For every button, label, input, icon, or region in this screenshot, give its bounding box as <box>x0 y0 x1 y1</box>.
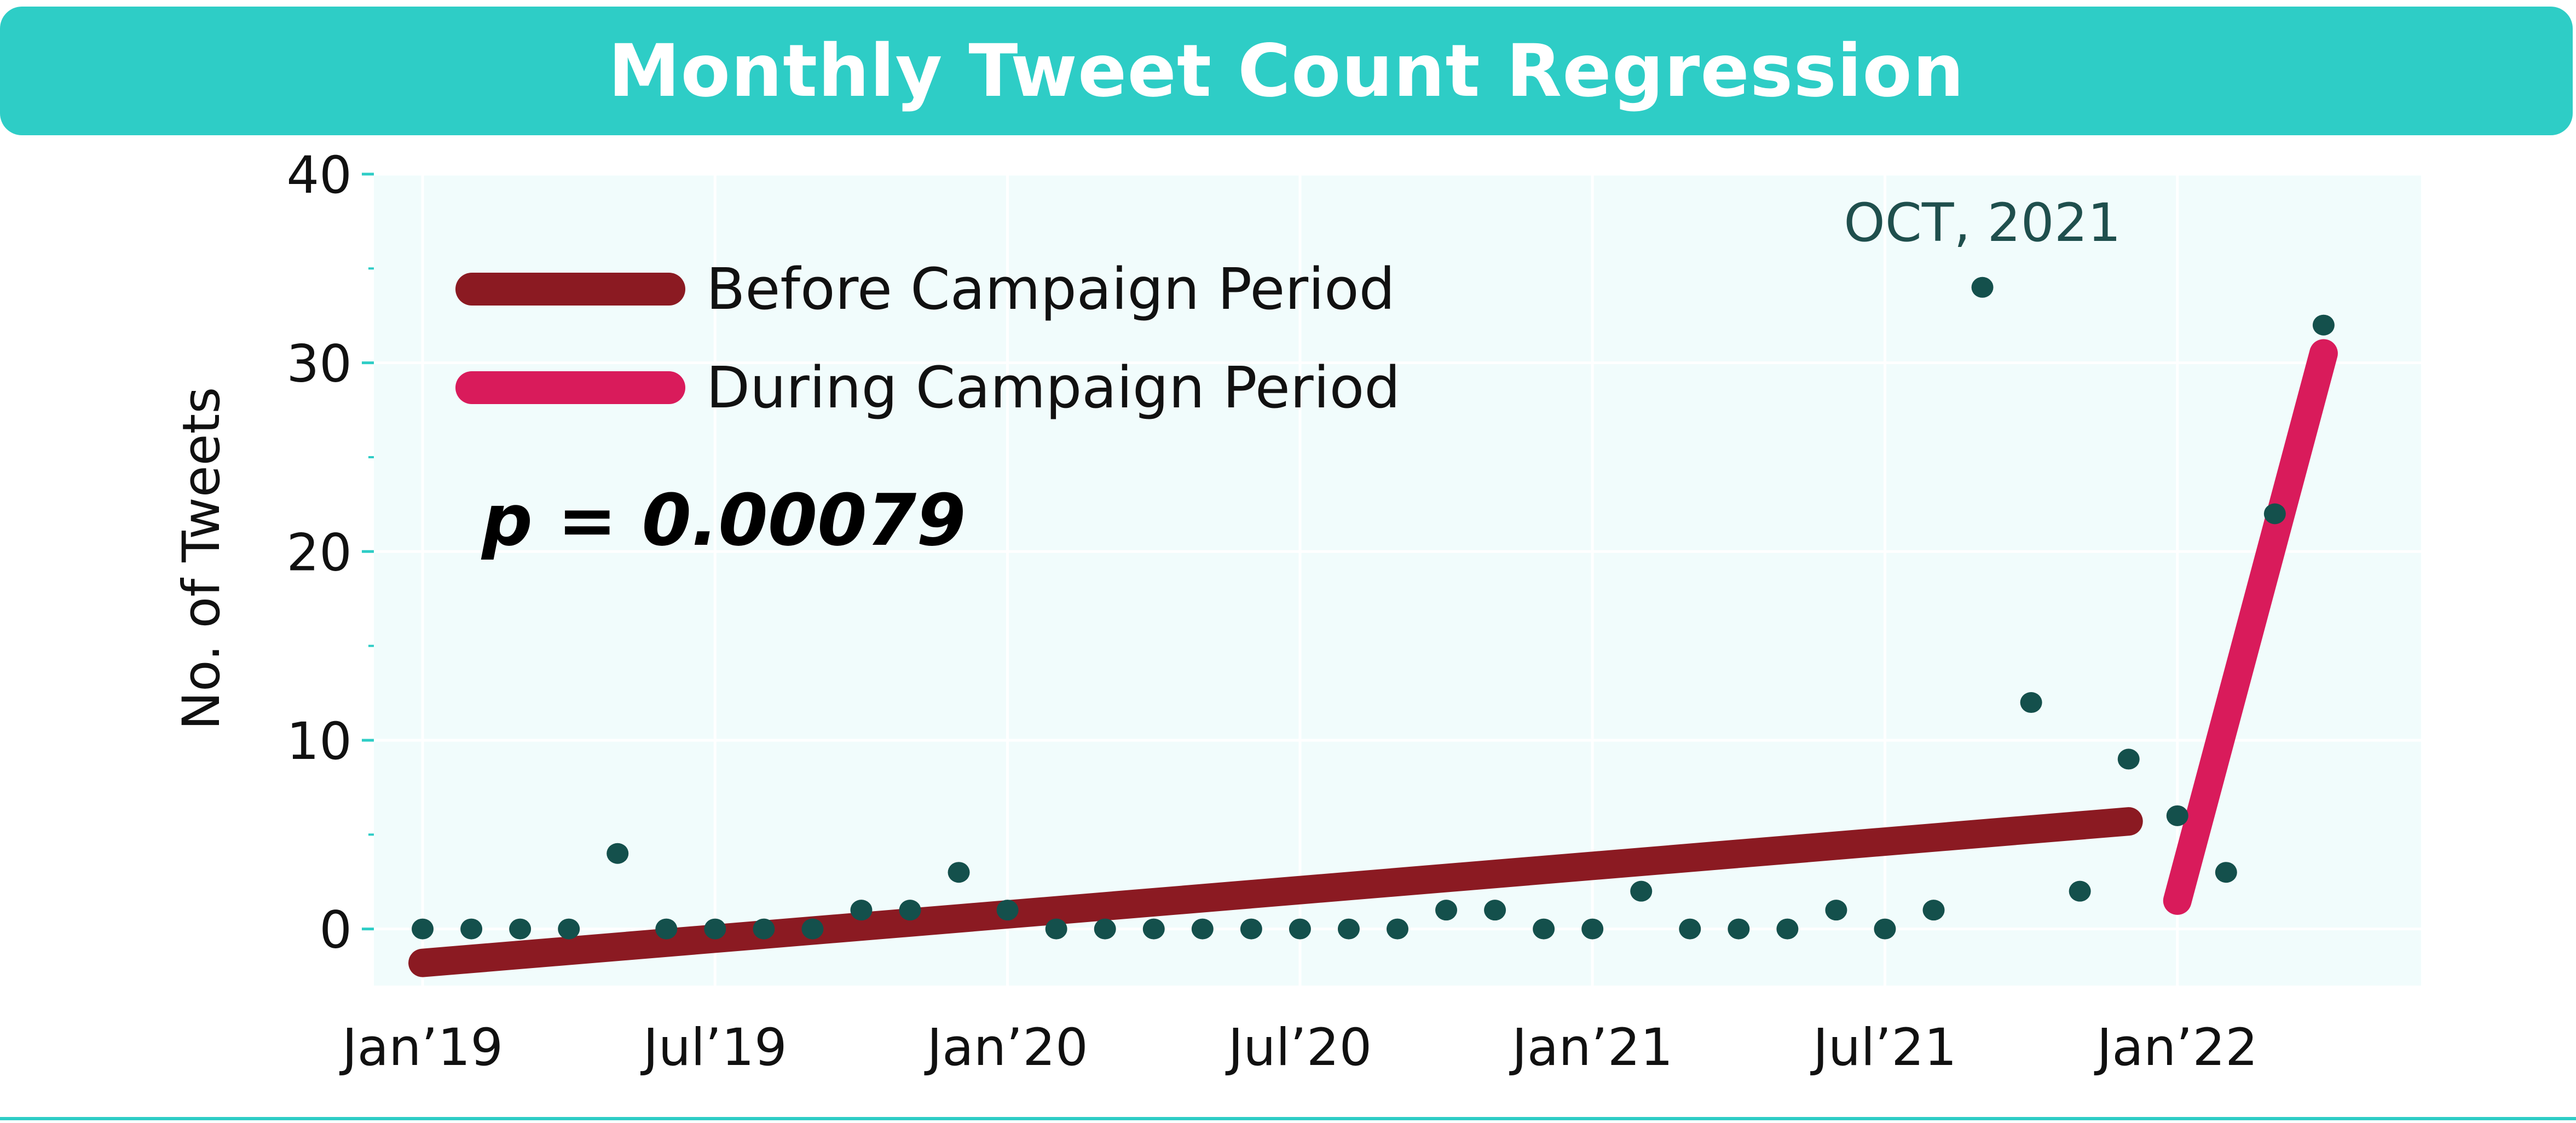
data-point <box>1922 900 1945 921</box>
y-axis-ticks: 0 10 20 30 40 <box>286 146 374 960</box>
regression-lines <box>408 339 2338 977</box>
data-point <box>558 918 580 940</box>
data-point <box>1630 880 1653 902</box>
regression-line-during <box>2163 339 2338 915</box>
y-tick-label: 30 <box>286 335 352 394</box>
x-axis-ticks: Jan’19 Jul’19 Jan’20 Jul’20 Jan’21 Jul’21 Jan’… <box>339 1018 2258 1078</box>
data-point <box>2312 314 2335 336</box>
data-point <box>2215 862 2237 883</box>
y-tick-label: 40 <box>286 146 352 205</box>
data-point <box>1581 918 1604 940</box>
data-point <box>2166 805 2188 826</box>
data-point <box>460 918 483 940</box>
data-point <box>2263 503 2286 525</box>
regression-line-before <box>408 807 2143 977</box>
data-point <box>607 843 629 864</box>
data-point <box>1728 918 1750 940</box>
data-point <box>2020 692 2042 713</box>
y-tick-label: 20 <box>286 523 352 583</box>
y-tick-label: 10 <box>286 712 352 771</box>
data-point <box>948 862 970 883</box>
x-tick-label: Jul’20 <box>1225 1018 1372 1078</box>
x-tick-label: Jul’21 <box>1810 1018 1957 1078</box>
legend-label: Before Campaign Period <box>706 256 1395 322</box>
data-point <box>753 918 775 940</box>
x-tick-label: Jan’20 <box>924 1018 1088 1078</box>
data-point <box>899 900 921 921</box>
data-point <box>1971 277 1994 298</box>
data-point <box>412 918 434 940</box>
data-point <box>1533 918 1555 940</box>
chart-title: Monthly Tweet Count Regression <box>608 28 1965 113</box>
grid <box>374 172 2421 986</box>
y-axis-title: No. of Tweets <box>172 387 232 730</box>
x-tick-label: Jan’21 <box>1509 1018 1673 1078</box>
data-point <box>1679 918 1701 940</box>
legend: Before Campaign Period During Campaign Pe… <box>455 256 1400 421</box>
bottom-rule <box>0 1117 2576 1120</box>
data-point <box>850 900 873 921</box>
data-point <box>1094 918 1116 940</box>
legend-label: During Campaign Period <box>706 354 1400 421</box>
p-value-annotation: p = 0.00079 <box>481 479 966 562</box>
data-point <box>1337 918 1360 940</box>
data-point <box>655 918 678 940</box>
data-points <box>412 277 2335 940</box>
data-point <box>996 900 1019 921</box>
data-point <box>1142 918 1165 940</box>
data-point <box>1484 900 1506 921</box>
data-point <box>1387 918 1408 940</box>
data-point <box>704 918 726 940</box>
data-point <box>1191 918 1214 940</box>
data-point <box>801 918 824 940</box>
y-tick-label: 0 <box>319 901 352 960</box>
data-point <box>509 918 532 940</box>
x-tick-label: Jan’22 <box>2094 1018 2258 1078</box>
x-tick-label: Jan’19 <box>339 1018 503 1078</box>
oct-2021-annotation: OCT, 2021 <box>1844 192 2121 254</box>
data-point <box>1825 900 1847 921</box>
data-point <box>2117 748 2140 770</box>
data-point <box>1045 918 1067 940</box>
title-banner: Monthly Tweet Count Regression <box>0 7 2573 135</box>
data-point <box>1776 918 1799 940</box>
data-point <box>1240 918 1262 940</box>
data-point <box>1874 918 1896 940</box>
data-point <box>1435 900 1458 921</box>
x-tick-label: Jul’19 <box>640 1018 787 1078</box>
data-point <box>1289 918 1311 940</box>
data-point <box>2069 880 2091 902</box>
